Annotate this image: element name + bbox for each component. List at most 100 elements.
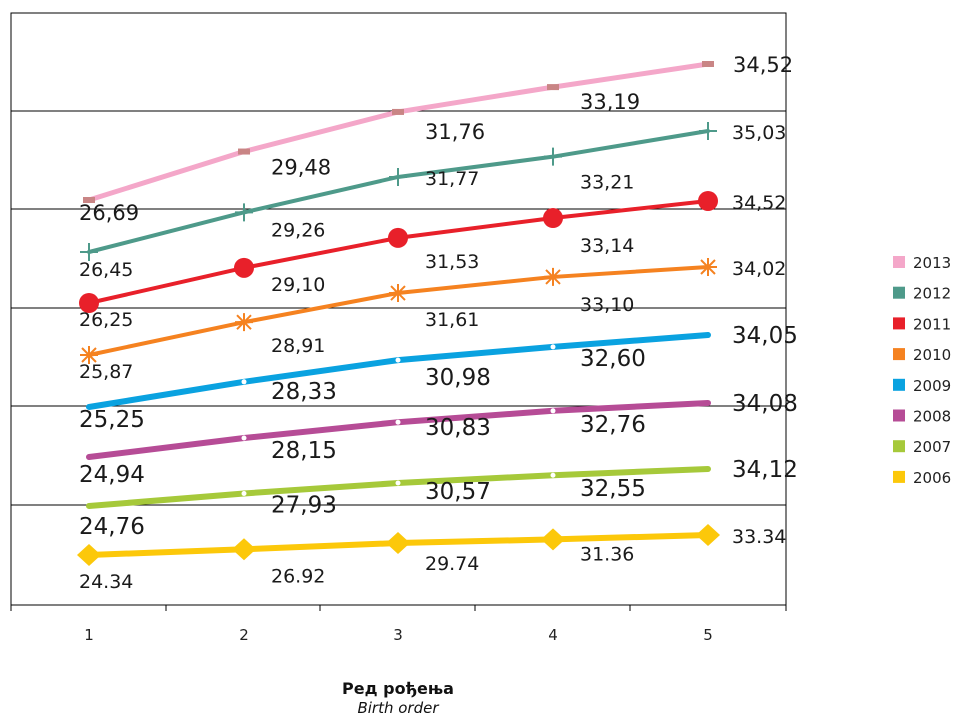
data-point — [392, 108, 404, 115]
data-label: 35,03 — [732, 122, 786, 144]
data-point — [388, 227, 408, 248]
legend-item-2011: 2011 — [893, 315, 951, 333]
data-label: 34,05 — [732, 323, 798, 349]
data-point — [395, 357, 401, 363]
data-label: 31,76 — [425, 120, 485, 144]
x-tick-label: 5 — [703, 626, 713, 644]
legend-item-2012: 2012 — [893, 285, 951, 303]
legend-swatch — [893, 409, 905, 422]
data-label: 30,83 — [425, 415, 491, 441]
series-2010 — [80, 258, 717, 364]
legend-item-2013: 2013 — [893, 254, 951, 272]
data-label: 33,19 — [580, 90, 640, 114]
series-2007 — [86, 466, 711, 509]
data-point — [80, 243, 98, 261]
data-point — [386, 532, 410, 554]
legend-item-2010: 2010 — [893, 346, 951, 364]
legend-item-2008: 2008 — [893, 408, 951, 426]
data-label: 34,52 — [733, 53, 793, 77]
data-label: 33,10 — [580, 294, 634, 316]
data-point — [232, 538, 256, 561]
data-label: 24.34 — [79, 571, 133, 593]
data-point — [395, 419, 401, 425]
series-2013 — [83, 61, 714, 203]
legend-swatch — [893, 470, 905, 483]
data-point — [241, 490, 247, 496]
data-label: 26,45 — [79, 259, 133, 281]
x-tick-label: 2 — [239, 626, 249, 644]
data-point — [79, 293, 99, 313]
data-label: 33,14 — [580, 235, 634, 257]
legend-label: 2012 — [913, 285, 951, 303]
data-label: 32,76 — [580, 412, 646, 438]
data-label: 34,12 — [732, 457, 798, 483]
data-label: 29,10 — [271, 274, 325, 296]
data-label: 29.74 — [425, 553, 479, 575]
x-axis — [10, 604, 787, 611]
legend-label: 2007 — [913, 438, 951, 456]
data-point — [699, 258, 717, 276]
data-label: 34,52 — [732, 192, 786, 214]
legend-label: 2009 — [913, 377, 951, 395]
legend-swatch — [893, 440, 905, 453]
data-point — [235, 313, 253, 332]
data-point — [544, 147, 562, 166]
data-label: 26.92 — [271, 565, 325, 587]
data-point — [696, 524, 720, 546]
data-label: 28,15 — [271, 438, 337, 464]
data-label: 31.36 — [580, 543, 634, 565]
x-tick-label: 4 — [548, 626, 558, 644]
data-point — [550, 344, 556, 350]
legend-label: 2006 — [913, 469, 951, 487]
data-label: 33.34 — [732, 526, 786, 548]
data-point — [395, 480, 401, 486]
data-point — [698, 191, 718, 211]
data-point — [547, 84, 559, 91]
data-point — [235, 203, 253, 222]
data-label: 30,57 — [425, 479, 491, 505]
data-label: 32,60 — [580, 346, 646, 372]
data-label: 29,48 — [271, 156, 331, 180]
data-point — [389, 167, 407, 186]
x-axis-title: Ред рођења — [342, 679, 454, 698]
data-point — [550, 408, 556, 414]
data-label: 31,53 — [425, 251, 479, 273]
series-layer — [77, 61, 720, 566]
data-point — [80, 346, 98, 364]
data-label: 27,93 — [271, 492, 337, 518]
legend-swatch — [893, 378, 905, 391]
legend-item-2009: 2009 — [893, 377, 951, 395]
data-label: 24,76 — [79, 514, 145, 540]
series-2006 — [77, 524, 720, 566]
data-point — [389, 284, 407, 303]
x-tick-label: 1 — [84, 626, 94, 644]
data-label: 32,55 — [580, 476, 646, 502]
data-label: 33,21 — [580, 172, 634, 194]
legend-label: 2008 — [913, 408, 951, 426]
data-label: 29,26 — [271, 219, 325, 241]
data-point — [241, 435, 247, 441]
data-point — [702, 61, 714, 67]
data-label: 31,61 — [425, 309, 479, 331]
data-label: 24,94 — [79, 462, 145, 488]
data-label: 28,33 — [271, 379, 337, 405]
data-point — [238, 148, 250, 155]
data-point — [543, 208, 563, 229]
legend-item-2006: 2006 — [893, 469, 951, 487]
x-tick-labels: 1 2 3 4 5 — [84, 626, 713, 644]
data-label: 28,91 — [271, 335, 325, 357]
data-label: 26,25 — [79, 309, 133, 331]
series-2011 — [79, 191, 718, 313]
x-axis-subtitle: Birth order — [357, 699, 439, 717]
series-2009 — [86, 332, 711, 410]
legend-swatch — [893, 286, 905, 299]
legend-item-2007: 2007 — [893, 438, 951, 456]
data-labels: 26,69 29,48 31,76 33,19 34,52 26,45 29,26 31,77… — [79, 53, 798, 593]
data-label: 34,08 — [732, 391, 798, 417]
data-label: 25,87 — [79, 361, 133, 383]
legend-label: 2011 — [913, 315, 951, 333]
data-label: 26,69 — [79, 201, 139, 225]
data-point — [550, 472, 556, 478]
legend-swatch — [893, 317, 905, 330]
